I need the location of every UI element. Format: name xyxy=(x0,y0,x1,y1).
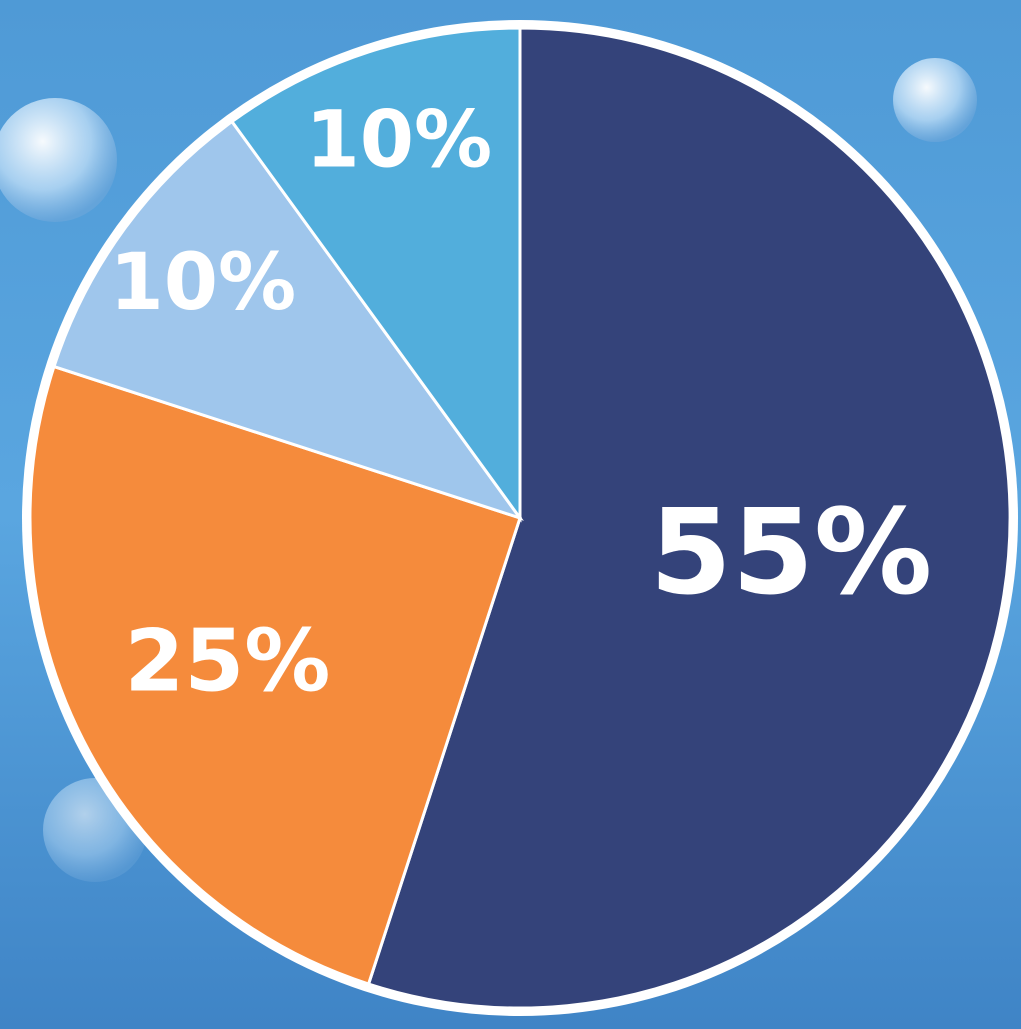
data-label: 10% xyxy=(110,238,297,328)
pie-slice xyxy=(52,119,524,521)
pie-slice xyxy=(28,364,522,986)
bubble xyxy=(0,98,117,222)
pie-slice xyxy=(366,26,1012,1010)
bubble xyxy=(893,58,977,142)
labels: 55% 25% 10%10% xyxy=(110,96,933,712)
data-label: 10% xyxy=(306,96,493,186)
data-label: 25% xyxy=(125,611,331,711)
pie-slice xyxy=(229,26,522,523)
data-label: 55% xyxy=(650,483,932,621)
slices xyxy=(28,26,1012,1010)
